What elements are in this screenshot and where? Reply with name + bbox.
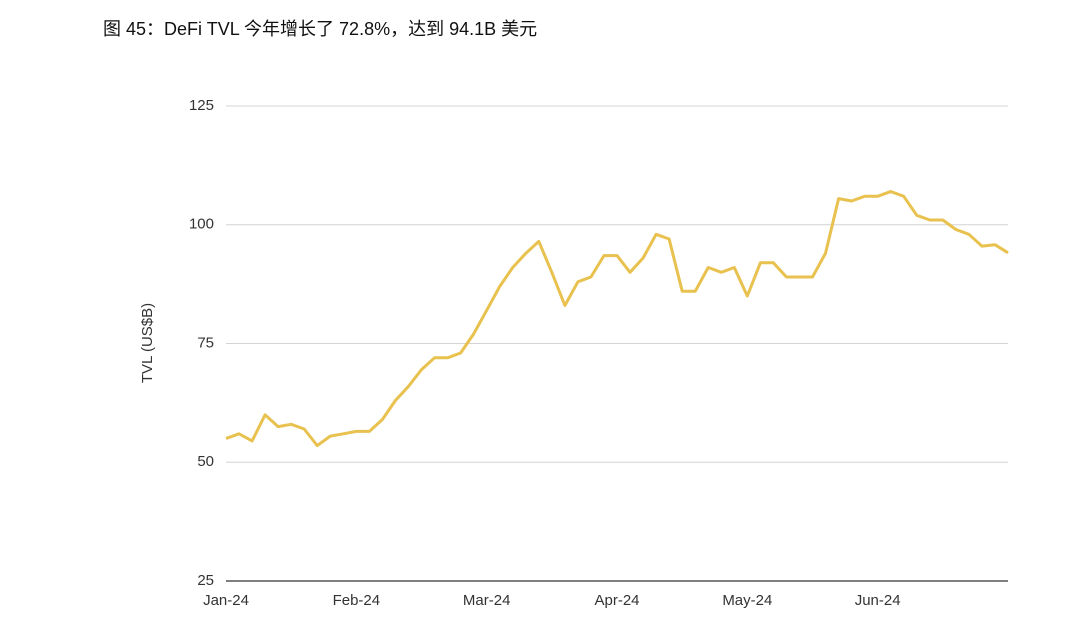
y-axis-label: TVL (US$B)	[139, 303, 156, 383]
chart-title: 图 45：DeFi TVL 今年增长了 72.8%，达到 94.1B 美元	[103, 19, 537, 39]
x-tick-label: Apr-24	[594, 592, 639, 609]
x-tick-label: Jan-24	[203, 592, 249, 609]
y-tick-label: 100	[189, 216, 214, 233]
x-tick-label: Feb-24	[333, 592, 381, 609]
y-tick-label: 125	[189, 97, 214, 114]
y-tick-label: 25	[197, 572, 214, 589]
y-tick-label: 50	[197, 453, 214, 470]
x-tick-label: Mar-24	[463, 592, 511, 609]
x-tick-label: Jun-24	[855, 592, 901, 609]
y-tick-label: 75	[197, 334, 214, 351]
x-tick-label: May-24	[722, 592, 772, 609]
line-series	[225, 190, 1009, 448]
